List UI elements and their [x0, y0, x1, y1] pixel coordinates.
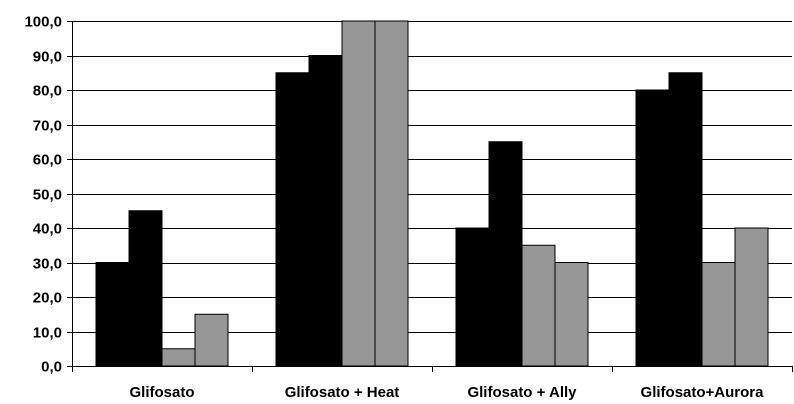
bar [668, 72, 703, 367]
bar [521, 244, 556, 367]
x-tick-label: Glifosato + Ally [467, 384, 577, 401]
bar [488, 141, 523, 367]
y-tick-label: 70,0 [33, 118, 62, 135]
bar [554, 262, 589, 367]
y-tick-label: 50,0 [33, 187, 62, 204]
bar [341, 20, 376, 367]
y-tick-label: 0,0 [41, 359, 62, 376]
bar [734, 227, 769, 367]
axes [67, 21, 793, 372]
y-tick-label: 20,0 [33, 290, 62, 307]
bar [635, 89, 670, 367]
y-tick-label: 60,0 [33, 152, 62, 169]
x-tick-label: Glifosato+Aurora [641, 384, 765, 401]
y-tick-label: 90,0 [33, 49, 62, 66]
x-tick-label: Glifosato [129, 384, 194, 401]
gridlines [72, 21, 792, 333]
bar [374, 20, 409, 367]
bar [275, 72, 310, 367]
y-tick-label: 10,0 [33, 325, 62, 342]
bar [128, 210, 163, 367]
tick-labels: 0,0 10,0 20,0 30,0 40,0 50,0 60,0 70,0 80,0 90,0 1… [24, 14, 764, 402]
bar [194, 313, 229, 367]
y-tick-label: 100,0 [24, 14, 62, 31]
bar [455, 227, 490, 367]
y-tick-label: 30,0 [33, 256, 62, 273]
bar [701, 262, 736, 367]
bars [95, 20, 769, 367]
x-tick-label: Glifosato + Heat [285, 384, 400, 401]
bar [308, 55, 343, 367]
bar [161, 348, 196, 367]
bar [95, 262, 130, 367]
y-tick-label: 40,0 [33, 221, 62, 238]
y-tick-label: 80,0 [33, 83, 62, 100]
